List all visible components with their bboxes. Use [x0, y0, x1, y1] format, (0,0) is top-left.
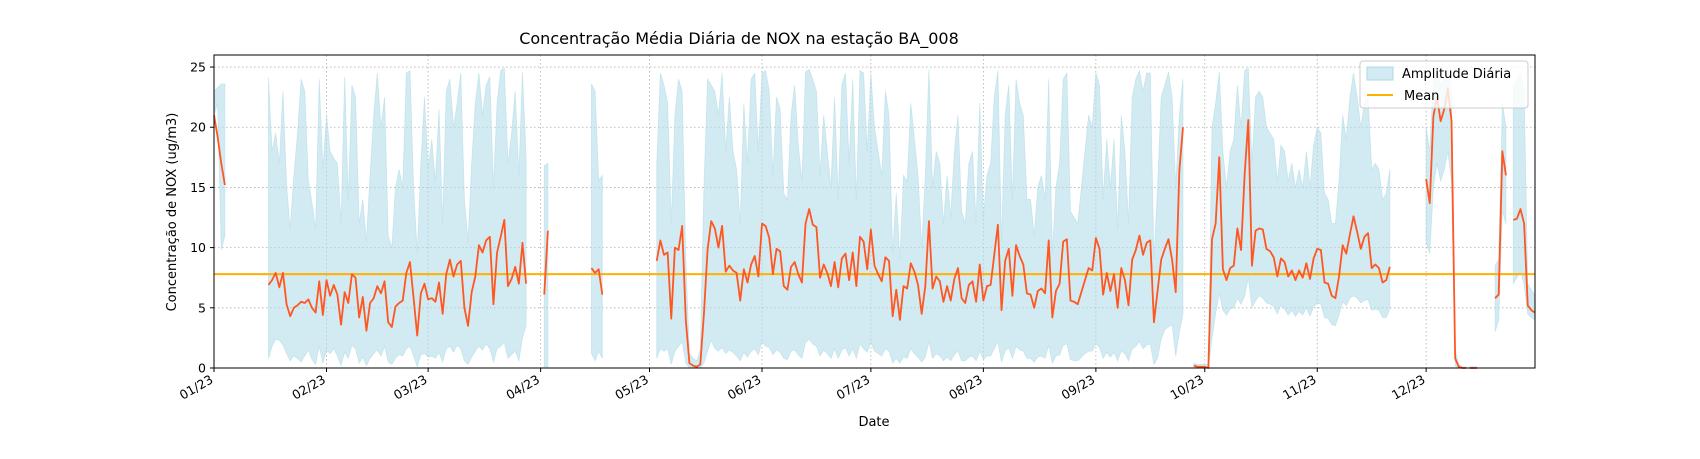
daily-mean-line-segment	[1512, 208, 1536, 314]
x-tick-label: 12/23	[1389, 372, 1428, 403]
y-tick-label: 0	[198, 361, 206, 376]
daily-mean-line-segment	[1193, 119, 1391, 369]
daily-mean-line-segment	[590, 267, 604, 295]
amplitude-band-segment	[591, 83, 603, 362]
y-tick-label: 5	[198, 300, 206, 315]
y-tick-label: 10	[190, 240, 206, 255]
daily-mean-line-segment	[213, 115, 226, 186]
plot-frame	[213, 54, 1536, 369]
daily-mean-line-segment	[267, 219, 527, 337]
amplitude-band	[213, 67, 1536, 369]
amplitude-band-segment	[1425, 68, 1467, 369]
legend-swatch-band	[1366, 66, 1394, 81]
y-tick-label: 20	[190, 120, 206, 135]
x-tick-label: 10/23	[1168, 372, 1207, 403]
x-tick-label: 03/23	[391, 372, 430, 403]
x-tick-label: 08/23	[946, 372, 985, 403]
y-tick-label: 25	[190, 60, 206, 75]
x-axis-label: Date	[858, 415, 889, 430]
y-axis-label: Concentração de NOX (ug/m3)	[165, 113, 180, 312]
amplitude-band-segment	[1193, 67, 1391, 369]
x-tick-label: 11/23	[1280, 372, 1319, 403]
amplitude-band-segment	[656, 68, 1184, 369]
x-tick-label: 01/23	[177, 372, 216, 403]
legend-box	[1359, 60, 1529, 109]
legend-label-mean: Mean	[1404, 89, 1439, 104]
legend-label-band: Amplitude Diária	[1402, 67, 1511, 82]
y-axis: 0 5 10 15 20 25	[190, 60, 214, 376]
x-tick-label: 04/23	[503, 372, 542, 403]
legend: Amplitude Diária Mean	[1359, 60, 1529, 109]
daily-mean-line-segment	[543, 230, 549, 295]
x-tick-label: 05/23	[612, 372, 651, 403]
x-tick-label: 06/23	[725, 372, 764, 403]
daily-mean-series	[213, 87, 1536, 369]
daily-mean-line-segment	[655, 127, 1184, 368]
daily-mean-line-segment	[1494, 150, 1507, 299]
y-tick-label: 15	[190, 180, 206, 195]
x-tick-label: 02/23	[289, 372, 328, 403]
amplitude-band-segment	[213, 83, 226, 251]
x-axis: 01/23 02/23 03/23 04/23 05/23 06/23 07/23 08/23…	[177, 368, 1428, 403]
chart-title: Concentração Média Diária de NOX na esta…	[519, 29, 959, 49]
amplitude-band-segment	[268, 67, 527, 369]
x-tick-label: 07/23	[834, 372, 873, 403]
x-tick-label: 09/23	[1059, 372, 1098, 403]
amplitude-band-segment	[1512, 71, 1536, 321]
